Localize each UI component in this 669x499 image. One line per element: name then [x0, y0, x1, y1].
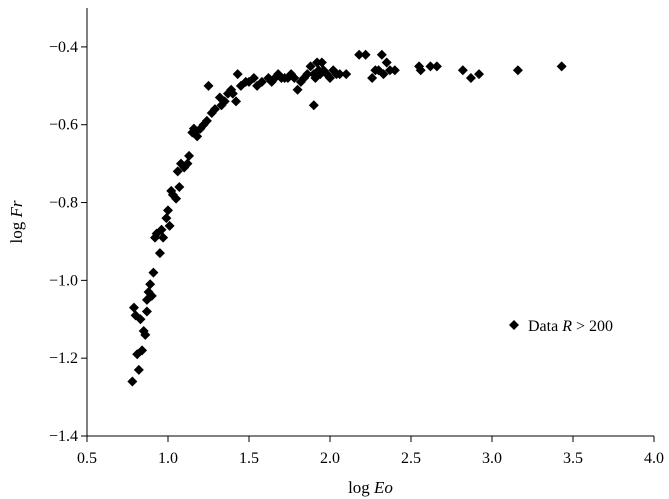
data-point: [360, 49, 371, 60]
data-point: [128, 302, 139, 313]
data-point: [431, 61, 442, 72]
axes: [86, 8, 654, 437]
data-point: [465, 73, 476, 84]
data-point: [145, 279, 156, 290]
y-tick-label: −1.0: [49, 272, 78, 289]
data-point: [292, 84, 303, 95]
data-point: [354, 49, 365, 60]
data-point: [305, 61, 316, 72]
x-axis-title: log Eo: [348, 478, 393, 497]
data-point: [308, 100, 319, 111]
data-point: [556, 61, 567, 72]
data-point: [192, 131, 203, 142]
x-axis-title-prefix: log: [348, 478, 374, 497]
x-tick-label: 1.5: [239, 450, 259, 467]
legend-label-var: R: [561, 318, 572, 335]
y-axis-title: log Fr: [7, 200, 26, 243]
data-points: [127, 49, 567, 387]
x-tick-label: 3.0: [482, 450, 502, 467]
data-point: [219, 96, 230, 107]
y-axis-title-var: Fr: [7, 200, 26, 218]
y-tick-label: −0.4: [49, 39, 78, 56]
x-tick-label: 2.5: [401, 450, 421, 467]
data-point: [209, 104, 220, 115]
data-point: [135, 314, 146, 325]
data-point: [161, 213, 172, 224]
legend-label-prefix: Data: [528, 318, 562, 335]
x-tick-label: 3.5: [563, 450, 583, 467]
data-point: [172, 166, 183, 177]
data-point: [289, 73, 300, 84]
y-tick-label: −0.6: [49, 117, 78, 134]
data-point: [302, 69, 313, 80]
data-point: [141, 306, 152, 317]
x-tick-label: 4.0: [644, 450, 664, 467]
data-point: [133, 364, 144, 375]
data-point: [201, 115, 212, 126]
y-tick-label: −1.2: [49, 350, 78, 367]
data-point: [512, 65, 523, 76]
legend-label: Data R > 200: [528, 318, 613, 335]
data-point: [367, 73, 378, 84]
data-point: [389, 65, 400, 76]
data-point: [137, 345, 148, 356]
data-point: [474, 69, 485, 80]
data-point: [148, 267, 159, 278]
data-point: [163, 205, 173, 216]
data-point: [415, 65, 426, 76]
data-point: [341, 69, 352, 80]
data-point: [316, 57, 327, 68]
data-point: [156, 224, 167, 235]
y-tick-label: −0.8: [49, 195, 78, 212]
x-tick-label: 2.0: [320, 450, 340, 467]
data-point: [203, 80, 214, 91]
data-point: [231, 96, 242, 107]
x-tick-label: 1.0: [158, 450, 178, 467]
data-point: [146, 290, 157, 301]
data-point: [227, 88, 238, 99]
data-point: [457, 65, 468, 76]
data-point: [140, 329, 151, 340]
data-point: [325, 73, 335, 84]
data-point: [158, 232, 169, 243]
data-point: [182, 158, 193, 169]
data-point: [174, 181, 185, 192]
legend: Data R > 200: [509, 318, 613, 335]
data-point: [171, 193, 182, 204]
data-point: [425, 61, 436, 72]
data-point: [256, 76, 267, 87]
data-point: [154, 248, 165, 259]
y-axis-title-prefix: log: [7, 218, 26, 244]
data-point: [127, 376, 138, 387]
legend-marker-diamond-icon: [509, 320, 519, 330]
data-point: [232, 69, 243, 80]
data-point: [376, 49, 387, 60]
data-point: [378, 69, 389, 80]
x-axis-title-var: Eo: [373, 478, 393, 497]
y-tick-label: −1.4: [49, 428, 78, 445]
data-point: [184, 150, 195, 161]
data-point: [334, 69, 345, 80]
x-tick-label: 0.5: [77, 450, 97, 467]
data-point: [381, 57, 392, 68]
legend-label-suffix: > 200: [572, 318, 613, 335]
y-ticks: −1.4 −1.2 −1.0 −0.8 −0.6 −0.4: [49, 39, 87, 445]
x-ticks: 0.5 1.0 1.5 2.0 2.5 3.0 3.5 4.0: [77, 436, 664, 467]
data-point: [248, 73, 259, 84]
data-point: [164, 220, 175, 231]
